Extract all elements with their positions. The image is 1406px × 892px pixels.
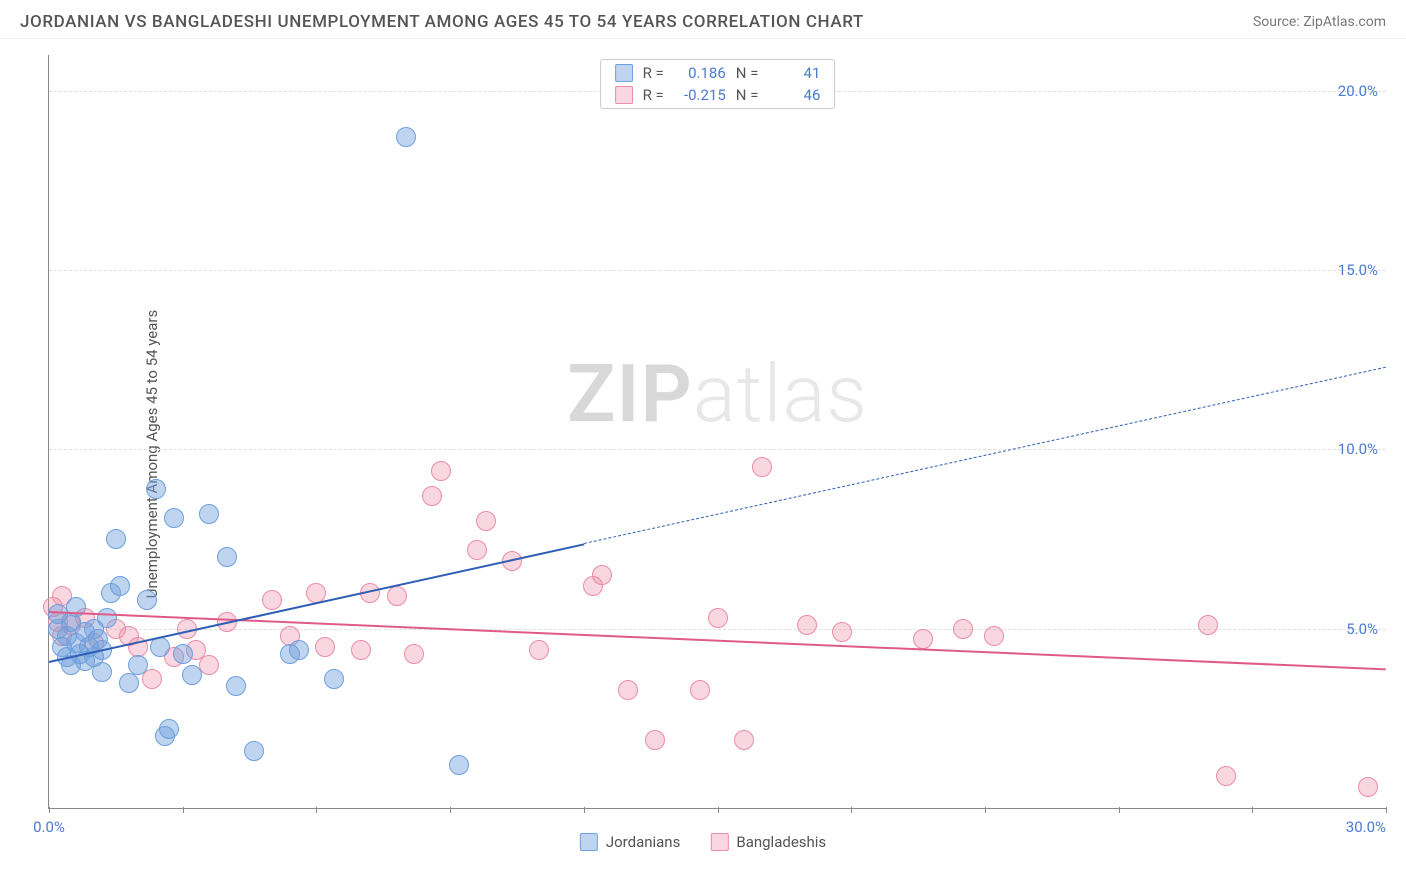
- swatch-jordanians: [580, 833, 598, 851]
- data-point: [137, 590, 157, 610]
- data-point: [1358, 777, 1378, 797]
- chart-title: JORDANIAN VS BANGLADESHI UNEMPLOYMENT AM…: [20, 12, 864, 32]
- trend-line: [584, 367, 1386, 544]
- swatch-jordanians: [615, 64, 633, 82]
- swatch-bangladeshis: [710, 833, 728, 851]
- data-point: [244, 741, 264, 761]
- x-tick: [718, 807, 719, 813]
- chart-container: Unemployment Among Ages 45 to 54 years Z…: [0, 39, 1406, 869]
- data-point: [1216, 766, 1236, 786]
- legend-item-jordanians: Jordanians: [580, 833, 681, 851]
- data-point: [217, 547, 237, 567]
- data-point: [592, 565, 612, 585]
- legend-row-bangladeshis: R = -0.215 N = 46: [601, 84, 835, 106]
- gridline: [49, 270, 1386, 271]
- data-point: [797, 615, 817, 635]
- x-tick: [183, 807, 184, 813]
- data-point: [645, 730, 665, 750]
- x-tick: [1386, 807, 1387, 813]
- legend-row-jordanians: R = 0.186 N = 41: [601, 62, 835, 84]
- data-point: [92, 662, 112, 682]
- data-point: [159, 719, 179, 739]
- data-point: [164, 508, 184, 528]
- data-point: [449, 755, 469, 775]
- data-point: [289, 640, 309, 660]
- x-tick: [584, 807, 585, 813]
- data-point: [110, 576, 130, 596]
- x-tick: [985, 807, 986, 813]
- data-point: [262, 590, 282, 610]
- data-point: [690, 680, 710, 700]
- x-tick: [316, 807, 317, 813]
- y-tick-label: 15.0%: [1338, 261, 1378, 279]
- data-point: [431, 461, 451, 481]
- data-point: [734, 730, 754, 750]
- data-point: [708, 608, 728, 628]
- data-point: [97, 608, 117, 628]
- data-point: [146, 479, 166, 499]
- data-point: [351, 640, 371, 660]
- legend-label: Bangladeshis: [736, 833, 826, 851]
- swatch-bangladeshis: [615, 86, 633, 104]
- data-point: [128, 655, 148, 675]
- series-legend: Jordanians Bangladeshis: [580, 833, 826, 851]
- data-point: [106, 529, 126, 549]
- x-tick: [49, 807, 50, 813]
- source-attribution: Source: ZipAtlas.com: [1253, 14, 1386, 30]
- data-point: [396, 127, 416, 147]
- data-point: [404, 644, 424, 664]
- legend-label: Jordanians: [606, 833, 681, 851]
- gridline: [49, 449, 1386, 450]
- data-point: [324, 669, 344, 689]
- x-tick: [1252, 807, 1253, 813]
- data-point: [467, 540, 487, 560]
- x-tick-label: 0.0%: [33, 818, 65, 836]
- data-point: [913, 629, 933, 649]
- data-point: [832, 622, 852, 642]
- y-tick-label: 20.0%: [1338, 82, 1378, 100]
- x-tick: [450, 807, 451, 813]
- data-point: [387, 586, 407, 606]
- gridline: [49, 629, 1386, 630]
- data-point: [984, 626, 1004, 646]
- data-point: [752, 457, 772, 477]
- y-tick-label: 5.0%: [1346, 620, 1378, 638]
- watermark: ZIPatlas: [567, 347, 868, 441]
- data-point: [1198, 615, 1218, 635]
- correlation-legend: R = 0.186 N = 41 R = -0.215 N = 46: [600, 59, 836, 109]
- plot-area: ZIPatlas R = 0.186 N = 41 R = -0.215 N =…: [48, 55, 1386, 809]
- legend-item-bangladeshis: Bangladeshis: [710, 833, 826, 851]
- data-point: [618, 680, 638, 700]
- data-point: [119, 673, 139, 693]
- data-point: [226, 676, 246, 696]
- y-tick-label: 10.0%: [1338, 440, 1378, 458]
- x-tick: [851, 807, 852, 813]
- data-point: [173, 644, 193, 664]
- x-tick: [1119, 807, 1120, 813]
- data-point: [476, 511, 496, 531]
- data-point: [315, 637, 335, 657]
- data-point: [182, 665, 202, 685]
- data-point: [199, 504, 219, 524]
- data-point: [422, 486, 442, 506]
- data-point: [953, 619, 973, 639]
- x-tick-label: 30.0%: [1346, 818, 1386, 836]
- data-point: [199, 655, 219, 675]
- data-point: [529, 640, 549, 660]
